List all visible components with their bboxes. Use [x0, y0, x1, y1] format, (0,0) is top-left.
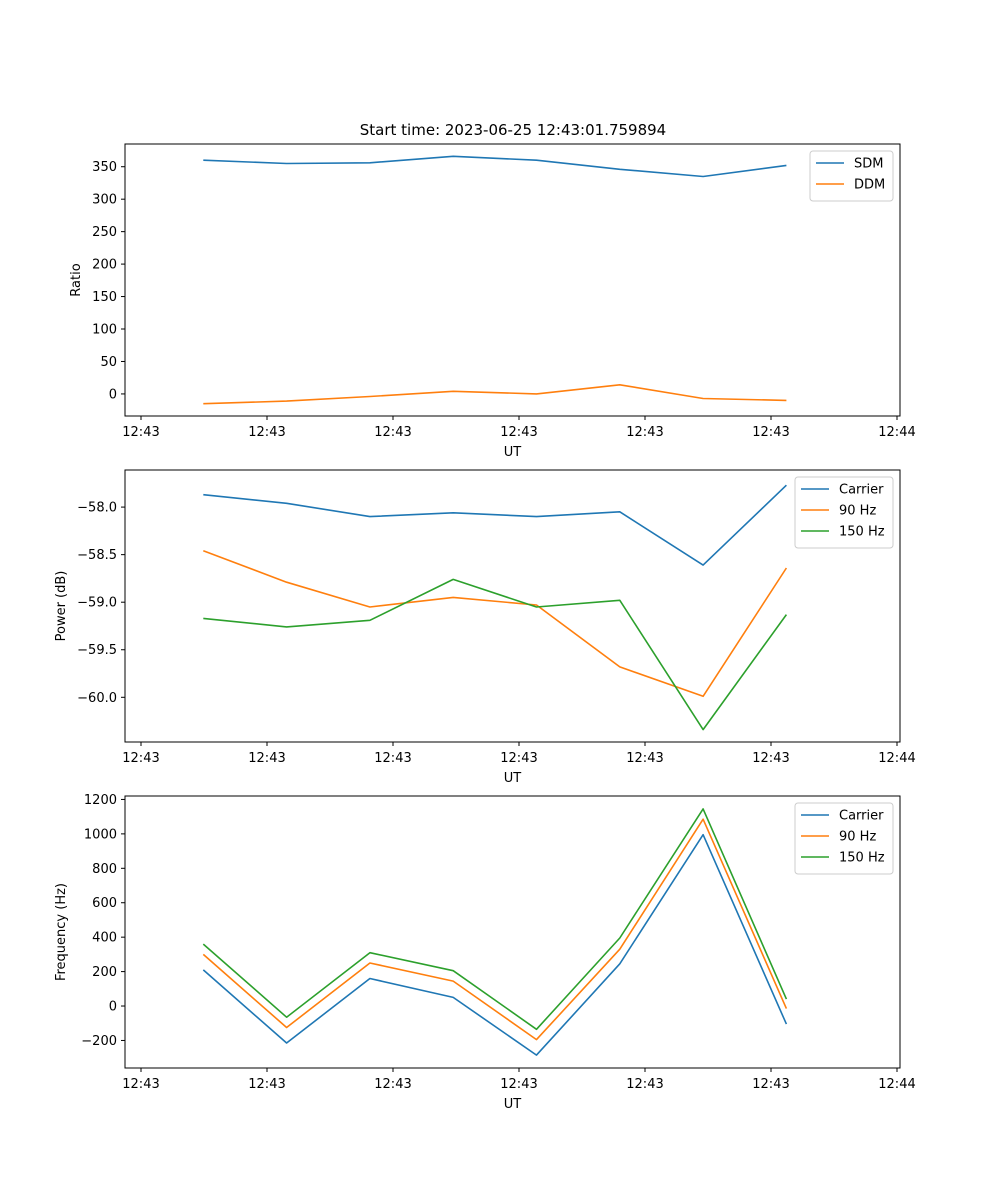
legend: SDM DDM	[809, 150, 894, 202]
y-tick-label: −58.5	[77, 548, 117, 563]
y-tick-label: 400	[92, 931, 117, 946]
axes-frame	[124, 143, 901, 417]
legend-entry: SDM	[854, 157, 883, 172]
x-tick-label: 12:44	[878, 425, 915, 440]
x-axis-label: UT	[504, 1097, 522, 1112]
y-tick-label: 100	[92, 323, 117, 338]
x-tick-label: 12:43	[752, 1077, 789, 1092]
series-line-90-hz	[203, 550, 788, 698]
y-tick-label: 1200	[84, 793, 117, 808]
y-tick-label: −60.0	[77, 691, 117, 706]
y-tick-label: 200	[92, 965, 117, 980]
x-tick-label: 12:43	[248, 425, 285, 440]
x-tick-label: 12:43	[122, 425, 159, 440]
x-tick-label: 12:43	[374, 1077, 411, 1092]
y-tick-label: 600	[92, 896, 117, 911]
y-tick-label: 300	[92, 193, 117, 208]
x-tick-label: 12:43	[248, 751, 285, 766]
legend-entry: Carrier	[839, 809, 884, 824]
legend-entry: 150 Hz	[839, 851, 885, 866]
y-tick-label: 0	[109, 1000, 117, 1015]
legend-entry: 90 Hz	[839, 830, 876, 845]
y-tick-label: 350	[92, 160, 117, 175]
x-tick-label: 12:43	[752, 751, 789, 766]
series-line-sdm	[203, 155, 787, 178]
x-tick-label: 12:43	[500, 425, 537, 440]
panel-2: 12:43 12:43 12:43 12:43 12:43 12:43 12:44 −60.0…	[54, 469, 916, 786]
series-line-90-hz	[202, 818, 788, 1041]
y-tick-label: −59.5	[77, 643, 117, 658]
y-tick-label: 0	[109, 387, 117, 402]
x-tick-label: 12:43	[374, 425, 411, 440]
x-tick-label: 12:43	[626, 1077, 663, 1092]
x-axis-label: UT	[504, 771, 522, 786]
panel-3: 12:43 12:43 12:43 12:43 12:43 12:43 12:44 −200 0…	[54, 793, 916, 1112]
series-line-carrier	[202, 833, 788, 1056]
series-line-150-hz	[203, 578, 788, 731]
legend: Carrier 90 Hz 150 Hz	[794, 476, 894, 549]
series-line-ddm	[203, 383, 787, 405]
legend: Carrier 90 Hz 150 Hz	[794, 802, 894, 875]
y-tick-label: 50	[100, 355, 117, 370]
series-line-150-hz	[202, 808, 788, 1031]
x-tick-label: 12:43	[752, 425, 789, 440]
legend-entry: Carrier	[839, 483, 884, 498]
legend-entry: DDM	[854, 178, 885, 193]
y-tick-label: 200	[92, 258, 117, 273]
x-tick-label: 12:43	[500, 751, 537, 766]
x-tick-label: 12:44	[878, 751, 915, 766]
y-axis-label: Power (dB)	[54, 571, 69, 642]
legend-entry: 150 Hz	[839, 525, 885, 540]
y-tick-label: −58.0	[77, 501, 117, 516]
legend-entry: 90 Hz	[839, 504, 876, 519]
y-tick-label: 1000	[84, 827, 117, 842]
y-tick-label: −59.0	[77, 596, 117, 611]
x-tick-label: 12:43	[500, 1077, 537, 1092]
x-tick-label: 12:44	[878, 1077, 915, 1092]
y-tick-label: 800	[92, 862, 117, 877]
x-tick-label: 12:43	[248, 1077, 285, 1092]
x-tick-label: 12:43	[122, 751, 159, 766]
panels: 12:43 12:43 12:43 12:43 12:43 12:43 12:44 0 50 10…	[54, 143, 916, 1112]
y-tick-label: −200	[81, 1034, 117, 1049]
y-tick-label: 250	[92, 225, 117, 240]
x-tick-label: 12:43	[626, 751, 663, 766]
y-axis-label: Frequency (Hz)	[54, 883, 69, 981]
x-tick-label: 12:43	[122, 1077, 159, 1092]
axes-frame	[124, 469, 901, 743]
panel-1: 12:43 12:43 12:43 12:43 12:43 12:43 12:44 0 50 10…	[69, 143, 916, 460]
y-axis-label: Ratio	[69, 263, 84, 296]
figure-title: Start time: 2023-06-25 12:43:01.759894	[360, 121, 666, 139]
y-tick-label: 150	[92, 290, 117, 305]
x-axis-label: UT	[504, 445, 522, 460]
series-line-carrier	[203, 484, 787, 566]
x-tick-label: 12:43	[626, 425, 663, 440]
axes-frame	[124, 795, 901, 1069]
x-tick-label: 12:43	[374, 751, 411, 766]
